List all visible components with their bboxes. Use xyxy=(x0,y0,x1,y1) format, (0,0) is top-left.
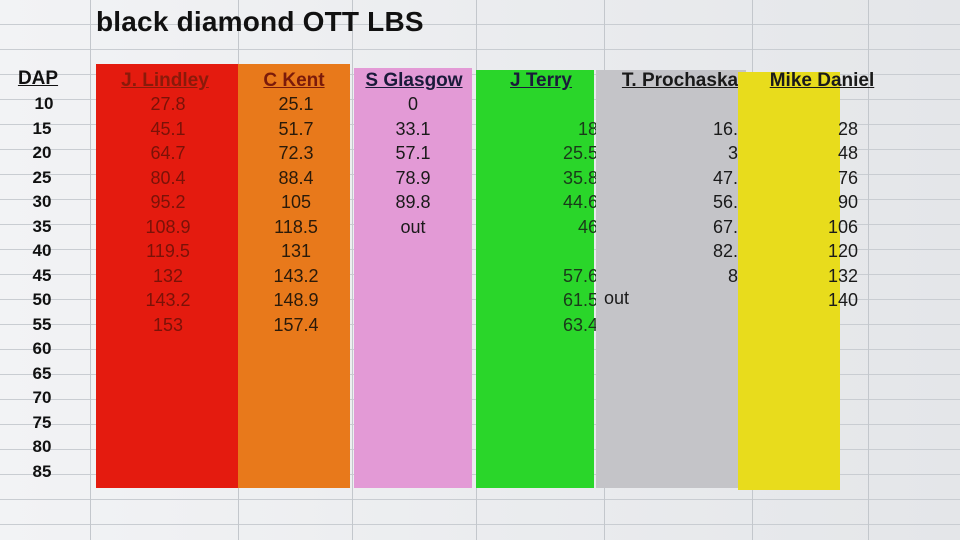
data-cell[interactable]: 16.7 xyxy=(712,118,748,139)
data-cell[interactable]: 140 xyxy=(827,290,858,310)
data-cell[interactable]: 46 xyxy=(577,216,598,237)
dap-cell[interactable]: 30 xyxy=(32,192,52,211)
grid-line xyxy=(868,0,869,540)
column-fill xyxy=(476,70,594,488)
dap-cell[interactable]: 45 xyxy=(32,265,52,285)
data-cell[interactable]: 89.8 xyxy=(395,192,431,212)
data-cell[interactable]: 108.9 xyxy=(145,216,191,237)
sheet-title: black diamond OTT LBS xyxy=(96,6,424,37)
dap-cell[interactable]: 80 xyxy=(32,437,52,456)
data-cell[interactable]: 47.5 xyxy=(712,167,748,188)
dap-cell[interactable]: 50 xyxy=(32,290,52,309)
dap-cell[interactable]: 60 xyxy=(32,339,52,358)
column-fill xyxy=(96,64,250,488)
dap-cell[interactable]: 85 xyxy=(32,461,52,481)
column-fill xyxy=(354,68,472,488)
column-header[interactable]: T. Prochaska xyxy=(621,70,739,91)
data-cell[interactable]: 63.4 xyxy=(562,314,598,335)
column-header[interactable]: J Terry xyxy=(510,70,572,91)
data-cell[interactable]: 131 xyxy=(280,241,312,261)
dap-cell[interactable]: 55 xyxy=(32,314,52,334)
data-cell[interactable]: 44.6 xyxy=(562,192,598,212)
data-cell[interactable]: 51.7 xyxy=(278,118,314,139)
data-cell[interactable]: 56.5 xyxy=(712,192,748,212)
data-cell[interactable]: 132 xyxy=(152,265,184,286)
data-cell[interactable]: 64.7 xyxy=(150,143,186,163)
data-cell[interactable]: 57.1 xyxy=(395,143,431,163)
data-cell[interactable]: 82.1 xyxy=(712,241,748,261)
data-cell[interactable]: 90 xyxy=(837,192,858,212)
data-cell[interactable]: 57.6 xyxy=(562,265,598,286)
column-header[interactable]: Mike Daniel xyxy=(769,70,875,91)
dap-cell[interactable]: 10 xyxy=(34,94,54,113)
data-cell[interactable]: 61.5 xyxy=(562,290,598,310)
data-cell[interactable]: out xyxy=(400,216,426,237)
data-cell[interactable]: 132 xyxy=(827,265,858,286)
data-cell[interactable]: 45.1 xyxy=(150,118,186,139)
data-cell[interactable]: 95.2 xyxy=(150,192,186,212)
data-cell[interactable]: 105 xyxy=(280,192,312,212)
column-header[interactable]: S Glasgow xyxy=(365,70,463,91)
data-cell[interactable]: 67.8 xyxy=(712,216,748,237)
dap-cell[interactable]: 35 xyxy=(32,216,52,236)
data-cell[interactable]: 88.4 xyxy=(278,167,314,188)
data-cell[interactable]: 25.5 xyxy=(562,143,598,163)
data-cell[interactable]: 88 xyxy=(648,266,748,287)
data-cell[interactable]: 120 xyxy=(827,241,858,261)
dap-cell[interactable]: 40 xyxy=(32,241,52,260)
dap-cell[interactable]: 70 xyxy=(32,388,52,407)
data-cell[interactable]: 106 xyxy=(827,216,858,237)
data-cell[interactable]: 35.8 xyxy=(562,167,598,188)
data-cell[interactable]: 48 xyxy=(837,143,858,163)
grid-line xyxy=(90,0,91,540)
data-cell[interactable]: 80.4 xyxy=(150,167,186,188)
data-cell[interactable]: 143.2 xyxy=(145,290,191,310)
data-cell[interactable]: 119.5 xyxy=(146,241,190,261)
column-header[interactable]: C Kent xyxy=(263,70,325,91)
dap-cell[interactable]: 65 xyxy=(32,363,52,383)
data-cell[interactable]: 157.4 xyxy=(273,314,319,335)
column-header[interactable]: J. Lindley xyxy=(121,70,209,91)
data-cell[interactable]: 27.8 xyxy=(150,94,186,114)
data-cell-note[interactable]: out xyxy=(604,288,630,308)
column-fill xyxy=(738,72,840,490)
data-cell[interactable]: 143.2 xyxy=(273,265,319,286)
data-cell[interactable]: 76 xyxy=(837,167,858,188)
dap-cell[interactable]: 20 xyxy=(32,143,52,162)
dap-header: DAP xyxy=(17,68,59,89)
dap-cell[interactable]: 75 xyxy=(32,412,52,432)
data-cell[interactable]: 33.1 xyxy=(395,118,431,139)
data-cell[interactable]: 25.1 xyxy=(278,94,314,114)
data-cell[interactable]: 118.5 xyxy=(274,216,318,237)
grid-line xyxy=(352,0,353,540)
data-cell[interactable]: 0 xyxy=(407,94,418,114)
data-cell[interactable]: 33 xyxy=(648,143,748,164)
data-cell[interactable]: 153 xyxy=(152,314,184,335)
data-cell[interactable]: 148.9 xyxy=(273,290,319,310)
data-cell[interactable]: 78.9 xyxy=(395,167,431,188)
data-cell[interactable]: 28 xyxy=(837,118,858,139)
dap-cell[interactable]: 15 xyxy=(32,118,52,138)
data-cell[interactable]: 18 xyxy=(577,118,598,139)
data-cell[interactable]: 72.3 xyxy=(278,143,314,163)
column-fill xyxy=(238,64,350,488)
column-fill xyxy=(596,70,746,488)
dap-cell[interactable]: 25 xyxy=(32,167,52,187)
